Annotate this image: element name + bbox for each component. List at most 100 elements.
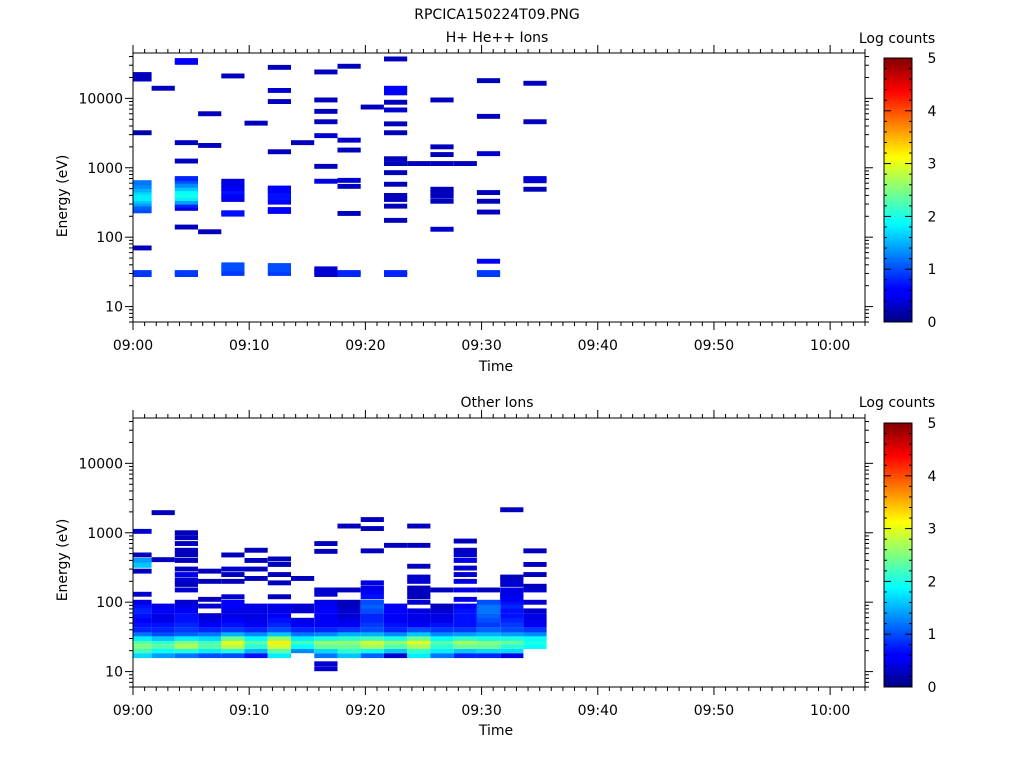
y-axis: 10 100 1000 10000 bbox=[78, 56, 873, 323]
heatmap-cell bbox=[174, 547, 198, 553]
heatmap-cell bbox=[244, 608, 268, 614]
heatmap-cell bbox=[384, 627, 408, 633]
heatmap-cell bbox=[291, 627, 315, 633]
heatmap-cell bbox=[133, 208, 152, 214]
heatmap-cell bbox=[384, 653, 408, 659]
heatmap-cell bbox=[407, 563, 431, 569]
heatmap-cell bbox=[221, 266, 245, 272]
heatmap-cell bbox=[360, 608, 384, 614]
heatmap-cell bbox=[291, 636, 315, 641]
heatmap-cell bbox=[174, 182, 198, 188]
heatmap-cell bbox=[453, 613, 477, 619]
heatmap-cell bbox=[151, 631, 175, 637]
heatmap-cell bbox=[267, 617, 291, 623]
heatmap-cell bbox=[430, 653, 454, 659]
heatmap-cell bbox=[430, 186, 454, 192]
heatmap-cell bbox=[523, 608, 547, 614]
heatmap-cell bbox=[430, 644, 454, 649]
heatmap-cell bbox=[221, 552, 245, 558]
heatmap-cell bbox=[337, 627, 361, 633]
heatmap-cell bbox=[221, 193, 245, 199]
heatmap-cell bbox=[407, 636, 431, 641]
heatmap-cell bbox=[133, 190, 152, 195]
heatmap-cell bbox=[267, 191, 291, 197]
heatmap-cell bbox=[244, 617, 268, 623]
heatmap-cell bbox=[174, 552, 198, 558]
heatmap-cell bbox=[174, 603, 198, 609]
heatmap-cell bbox=[500, 577, 524, 583]
heatmap-cell bbox=[476, 258, 501, 264]
heatmap-cell bbox=[174, 639, 198, 645]
heatmap-cell bbox=[523, 548, 547, 554]
heatmap-cell bbox=[476, 653, 501, 659]
heatmap-cell bbox=[133, 631, 152, 637]
colorbar: 0 1 2 3 4 5 bbox=[883, 51, 937, 331]
x-tick-label: 09:10 bbox=[229, 338, 269, 354]
heatmap-cell bbox=[267, 636, 291, 641]
heatmap-cell bbox=[314, 108, 338, 114]
heatmap-cell bbox=[384, 99, 408, 105]
heatmap-cell bbox=[267, 653, 291, 659]
heatmap-cell bbox=[453, 608, 477, 614]
heatmap-cell bbox=[267, 608, 291, 614]
heatmap-cell bbox=[174, 58, 198, 63]
heatmap-cell bbox=[133, 558, 152, 563]
heatmap-cell bbox=[221, 608, 245, 614]
heatmap-cell bbox=[198, 627, 222, 633]
heatmap-cell bbox=[430, 603, 454, 609]
heatmap-cell bbox=[267, 263, 291, 268]
heatmap-cell bbox=[453, 631, 477, 637]
heatmap-cell bbox=[453, 653, 477, 659]
heatmap-cell bbox=[221, 631, 245, 637]
heatmap-cell bbox=[151, 639, 175, 645]
heatmap-cell bbox=[174, 224, 198, 230]
x-tick-label: 09:30 bbox=[461, 703, 501, 719]
heatmap-cell bbox=[407, 589, 431, 595]
heatmap-cell bbox=[314, 648, 338, 654]
heatmap-cell bbox=[384, 617, 408, 623]
heatmap-cell bbox=[360, 599, 384, 605]
heatmap-cell bbox=[267, 648, 291, 654]
x-tick-label: 09:20 bbox=[345, 338, 385, 354]
heatmap-cell bbox=[453, 552, 477, 558]
x-tick-label: 09:50 bbox=[694, 703, 734, 719]
heatmap-cell bbox=[314, 603, 338, 609]
heatmap-cell bbox=[221, 182, 245, 188]
heatmap-cell bbox=[430, 97, 454, 103]
heatmap-cell bbox=[291, 608, 315, 614]
heatmap-cell bbox=[267, 639, 291, 645]
panel-h-he-ions: H+ He++ Ions Time Energy (eV) Log counts… bbox=[55, 30, 937, 375]
heatmap-cell bbox=[174, 199, 198, 205]
heatmap-cell bbox=[384, 90, 408, 96]
colorbar-tick-label: 3 bbox=[928, 157, 937, 173]
colorbar-tick-label: 4 bbox=[928, 104, 937, 120]
heatmap-cell bbox=[314, 666, 338, 672]
heatmap-cell bbox=[476, 113, 501, 119]
heatmap-cell bbox=[360, 548, 384, 554]
x-tick-label: 09:00 bbox=[113, 338, 153, 354]
heatmap-cell bbox=[133, 552, 152, 558]
heatmap-cell bbox=[221, 617, 245, 623]
heatmap-cell bbox=[174, 270, 198, 275]
heatmap-cell bbox=[500, 608, 524, 614]
heatmap-cell bbox=[453, 538, 477, 544]
heatmap-cell bbox=[267, 188, 291, 193]
heatmap-cell bbox=[384, 622, 408, 628]
heatmap-cell bbox=[337, 603, 361, 609]
heatmap-cell bbox=[476, 648, 501, 654]
heatmap-cell bbox=[430, 617, 454, 623]
heatmap-cell bbox=[314, 269, 338, 274]
plot-frame bbox=[132, 52, 866, 323]
heatmap-cell bbox=[337, 639, 361, 645]
heatmap-cell bbox=[174, 202, 198, 208]
heatmap-cell bbox=[133, 644, 152, 649]
heatmap-cell bbox=[500, 507, 524, 513]
heatmap-cell bbox=[174, 535, 198, 541]
heatmap-cell bbox=[337, 644, 361, 649]
y-tick-label: 100 bbox=[96, 230, 123, 246]
heatmap-cell bbox=[384, 217, 408, 223]
heatmap-cell bbox=[407, 599, 431, 605]
heatmap-cell bbox=[523, 644, 547, 649]
heatmap-cell bbox=[151, 636, 175, 641]
plot-frame bbox=[132, 417, 866, 688]
